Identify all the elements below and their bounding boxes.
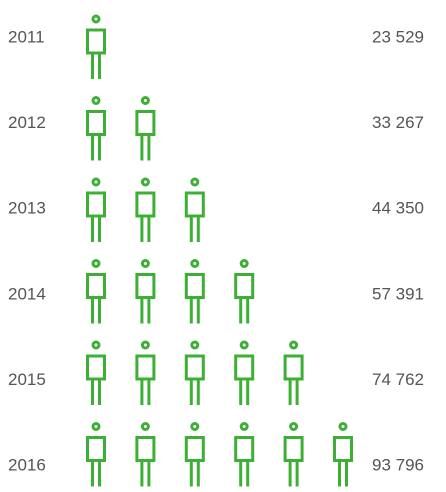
icon-head [140,259,150,268]
icon-head [140,340,150,350]
icon-head [239,422,249,431]
icon-body [86,191,106,218]
icon-body [135,191,156,218]
icon-head [239,259,249,268]
icon-head [190,422,200,431]
year-label: 2011 [8,27,45,46]
person-icon [135,177,156,242]
person-icon [86,14,106,79]
icon-body [135,110,156,136]
icon-body [234,436,255,462]
icon-head [338,422,348,431]
value-label: 57 391 [372,284,424,303]
icon-head [91,340,101,350]
icon-head [91,14,101,24]
icon-body [135,273,156,299]
person-icon [283,340,304,405]
row: 2012 33 267 [8,96,424,161]
year-label: 2013 [8,199,46,218]
icon-body [184,436,205,462]
row: 2015 74 762 [8,340,424,405]
value-label: 33 267 [372,113,424,132]
row: 2016 93 796 [8,422,424,487]
icon-head [239,340,249,350]
icon-head [140,422,150,431]
icon-body [86,110,106,136]
person-icon [86,422,106,487]
year-label: 2012 [8,113,46,132]
icon-head [190,259,200,268]
person-icon [283,422,304,487]
icon-head [289,422,299,431]
icon-body [283,436,304,462]
icon-body [86,28,106,55]
icon-head [91,259,101,268]
icon-body [86,273,106,299]
row: 2013 44 350 [8,177,424,242]
person-icon [333,422,353,487]
value-label: 44 350 [372,199,424,218]
icon-head [190,177,200,187]
year-label: 2014 [8,284,46,303]
value-label: 93 796 [372,455,424,474]
person-icon [86,340,106,405]
icon-body [184,273,205,299]
icon-body [283,354,304,381]
icon-body [86,436,106,462]
person-icon [184,422,205,487]
icon-head [190,340,200,350]
icon-body [135,436,156,462]
person-icon [135,340,156,405]
person-icon [86,259,106,324]
icon-head [140,96,150,105]
person-icon [86,96,106,161]
person-icon [184,259,205,324]
person-icon [135,259,156,324]
icon-body [135,354,156,381]
icon-body [86,354,106,381]
person-icon [86,177,106,242]
person-icon [234,340,255,405]
icon-body [184,354,205,381]
year-label: 2016 [8,455,46,474]
icon-head [91,177,101,187]
person-icon [135,96,156,161]
icon-head [91,422,101,431]
icon-body [234,354,255,381]
person-icon [184,177,205,242]
value-label: 74 762 [372,370,424,389]
person-icon [234,422,255,487]
person-icon [234,259,255,324]
year-label: 2015 [8,370,46,389]
icon-head [91,96,101,105]
icon-body [234,273,255,299]
row: 2011 23 529 [8,14,424,79]
icon-body [333,436,353,462]
row: 2014 57 391 [8,259,424,324]
person-icon [184,340,205,405]
icon-head [140,177,150,187]
icon-head [289,340,299,350]
value-label: 23 529 [372,27,424,46]
person-icon [135,422,156,487]
icon-body [184,191,205,218]
